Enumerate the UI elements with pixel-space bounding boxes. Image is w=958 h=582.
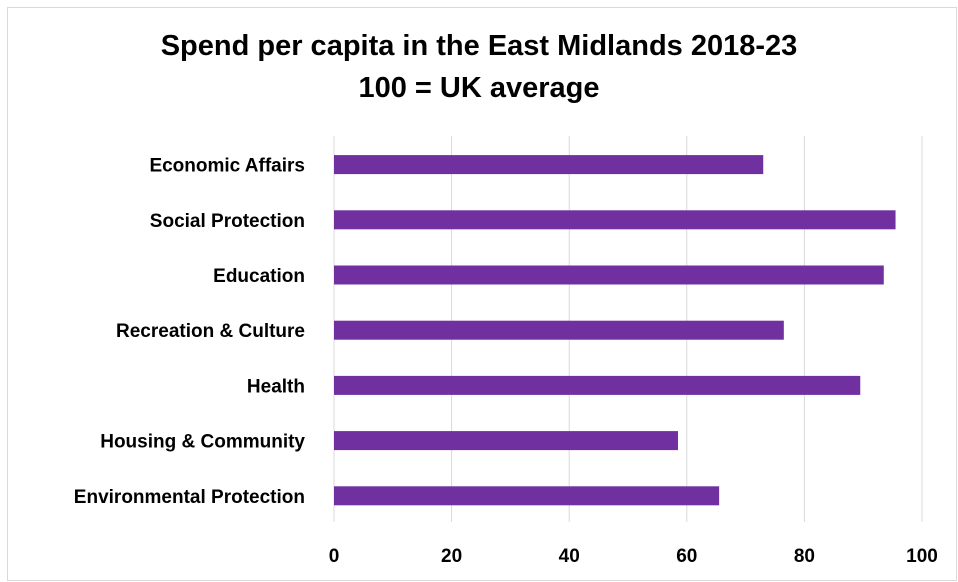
bar <box>334 265 884 285</box>
category-label: Environmental Protection <box>74 487 305 508</box>
chart-title: Spend per capita in the East Midlands 20… <box>160 30 798 62</box>
x-tick-label: 80 <box>794 546 815 567</box>
bar <box>334 155 764 175</box>
category-label: Social Protection <box>150 211 305 232</box>
x-tick-labels: 0 20 40 60 80 100 <box>329 546 938 567</box>
category-label: Housing & Community <box>100 432 305 453</box>
x-tick-label: 0 <box>329 546 340 567</box>
chart-frame <box>7 7 957 581</box>
category-labels: Economic Affairs Social Protection Educati… <box>74 156 306 508</box>
bar <box>334 320 784 340</box>
category-label: Recreation & Culture <box>116 321 305 342</box>
category-label: Education <box>213 266 305 287</box>
bar <box>334 210 896 230</box>
bar <box>334 431 678 451</box>
chart-subtitle: 100 = UK average <box>358 72 600 104</box>
bars <box>334 155 896 506</box>
x-tick-label: 100 <box>906 546 938 567</box>
x-tick-label: 40 <box>559 546 580 567</box>
x-tick-label: 60 <box>676 546 697 567</box>
category-label: Health <box>247 376 305 397</box>
x-tick-label: 20 <box>441 546 462 567</box>
bar <box>334 486 720 506</box>
category-label: Economic Affairs <box>149 156 305 177</box>
bar <box>334 375 861 395</box>
